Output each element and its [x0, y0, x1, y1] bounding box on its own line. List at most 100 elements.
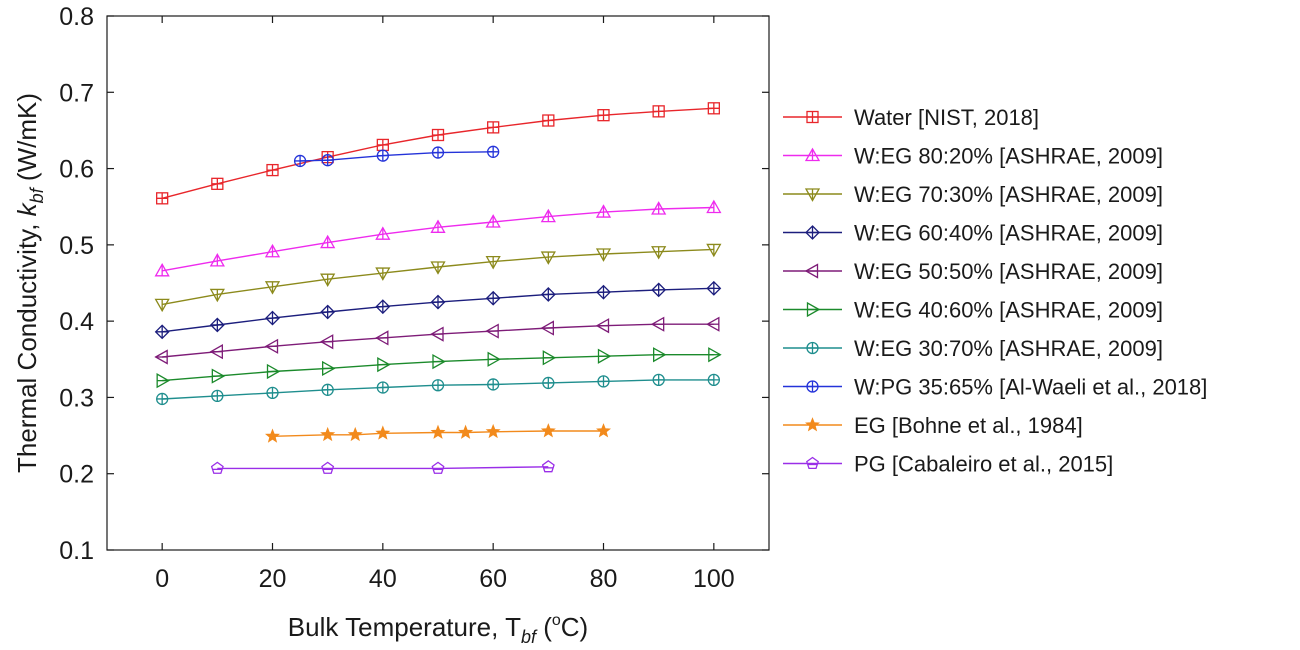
data-point [458, 424, 474, 439]
data-point [485, 255, 501, 270]
data-point [319, 334, 334, 350]
data-point [487, 121, 500, 134]
legend-label: EG [Bohne et al., 1984] [854, 413, 1083, 438]
data-point [804, 147, 821, 162]
x-tick-label: 20 [259, 565, 287, 593]
data-point [487, 378, 500, 391]
y-tick-label: 0.8 [59, 3, 94, 31]
data-point [595, 318, 610, 334]
data-point [156, 373, 170, 389]
data-point [652, 373, 665, 387]
series [265, 423, 611, 443]
data-point [540, 208, 556, 223]
data-point [375, 425, 391, 440]
data-point [375, 299, 391, 315]
series [154, 316, 720, 365]
series-line [162, 206, 714, 272]
legend-entry: W:EG 70:30% [ASHRAE, 2009] [783, 182, 1163, 207]
data-point [804, 188, 821, 202]
series [154, 243, 722, 313]
y-tick-label: 0.7 [59, 79, 94, 107]
data-point [651, 282, 667, 298]
data-point [156, 392, 169, 406]
x-axis-label: Bulk Temperature, Tbf (oC) [288, 612, 588, 647]
legend-entry: W:EG 80:20% [ASHRAE, 2009] [783, 144, 1163, 169]
data-point [540, 287, 556, 302]
data-point [154, 298, 170, 313]
data-point [431, 128, 445, 142]
y-tick-label: 0.1 [59, 537, 94, 565]
legend-entry: W:EG 50:50% [ASHRAE, 2009] [783, 259, 1163, 284]
data-point [542, 376, 555, 390]
data-point [432, 353, 446, 370]
data-point [804, 263, 819, 279]
data-point [596, 423, 611, 438]
data-point [321, 154, 334, 167]
data-point [209, 317, 225, 333]
data-point [377, 357, 391, 373]
data-point [347, 426, 363, 442]
data-point [154, 349, 168, 365]
data-point [156, 192, 169, 205]
data-point [320, 273, 336, 288]
data-point [706, 280, 722, 296]
legend-label: PG [Cabaleiro et al., 2015] [854, 452, 1113, 477]
series [210, 460, 555, 474]
data-point [707, 373, 720, 387]
data-point [430, 294, 446, 310]
legend-entry: W:PG 35:65% [Al-Waeli et al., 2018] [783, 375, 1207, 400]
data-point [597, 109, 610, 122]
x-tick-label: 0 [155, 565, 169, 593]
data-point [706, 243, 722, 258]
data-point [706, 199, 722, 214]
data-point [707, 102, 720, 115]
data-point [542, 350, 557, 366]
y-axis-label: Thermal Conductivity, kbf (W/mK) [12, 93, 47, 473]
data-point [806, 456, 819, 469]
data-point [540, 251, 556, 265]
data-point [653, 347, 667, 363]
data-point [485, 323, 499, 339]
data-point [322, 360, 336, 377]
data-point [595, 204, 612, 218]
data-point [430, 219, 446, 233]
data-point [806, 301, 821, 318]
data-point [321, 461, 335, 474]
data-point [806, 380, 819, 393]
x-tick-label: 100 [693, 565, 735, 593]
data-point [806, 110, 819, 124]
data-point [431, 461, 445, 474]
x-tick-label: 80 [590, 565, 618, 593]
data-point [376, 381, 389, 394]
data-point [651, 246, 667, 260]
data-point [650, 316, 665, 332]
plot-frame [106, 15, 770, 551]
data-point [430, 424, 446, 439]
legend-label: W:EG 30:70% [ASHRAE, 2009] [854, 336, 1163, 361]
series [154, 199, 722, 277]
data-point [264, 243, 281, 258]
data-point [651, 201, 667, 215]
legend: Water [NIST, 2018] W:EG 80:20% [ASHRAE, 2… [783, 105, 1207, 477]
legend-entry: EG [Bohne et al., 1984] [783, 413, 1083, 438]
data-point [265, 310, 280, 326]
data-point [211, 368, 226, 384]
legend-entry: Water [NIST, 2018] [783, 105, 1039, 130]
legend-label: W:EG 70:30% [ASHRAE, 2009] [854, 182, 1163, 207]
data-point [542, 114, 555, 127]
data-point [210, 461, 224, 474]
data-point [597, 348, 612, 364]
series [156, 373, 720, 406]
data-point [266, 163, 279, 177]
data-point [595, 248, 612, 262]
data-point [154, 324, 170, 340]
data-point [209, 253, 225, 267]
series [154, 280, 722, 340]
series-line [162, 323, 714, 358]
data-point [706, 316, 720, 332]
data-point [805, 417, 820, 432]
data-point [321, 383, 334, 396]
legend-label: W:PG 35:65% [Al-Waeli et al., 2018] [854, 375, 1207, 400]
data-point [487, 351, 501, 367]
